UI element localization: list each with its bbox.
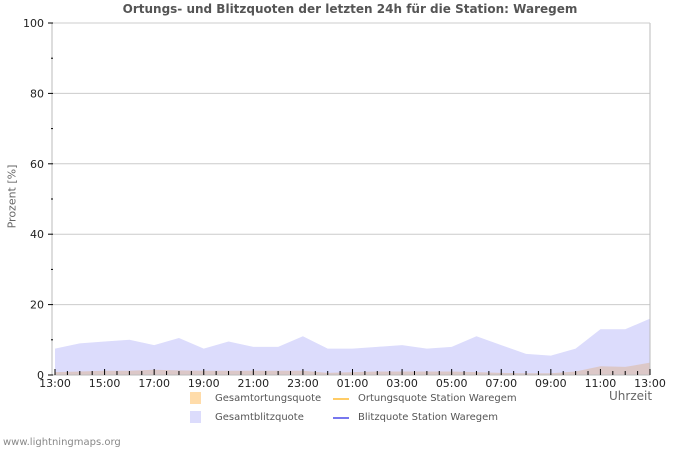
svg-text:19:00: 19:00 xyxy=(188,377,220,390)
svg-text:09:00: 09:00 xyxy=(535,377,567,390)
svg-text:03:00: 03:00 xyxy=(386,377,418,390)
legend-label: Gesamtortungsquote xyxy=(215,393,322,404)
svg-text:40: 40 xyxy=(30,228,44,241)
svg-text:60: 60 xyxy=(30,158,44,171)
y-axis-label: Prozent [%] xyxy=(5,164,19,229)
legend-swatch-icon xyxy=(190,411,201,423)
svg-text:15:00: 15:00 xyxy=(89,377,121,390)
legend-swatch-icon xyxy=(190,392,201,404)
svg-text:13:00: 13:00 xyxy=(39,377,71,390)
legend-label: Ortungsquote Station Waregem xyxy=(358,393,517,404)
x-axis-label: Uhrzeit xyxy=(609,389,653,403)
svg-text:0: 0 xyxy=(37,369,44,382)
legend-line-icon xyxy=(333,417,349,419)
svg-text:80: 80 xyxy=(30,87,44,100)
svg-text:17:00: 17:00 xyxy=(138,377,170,390)
gesamtblitzquote-area xyxy=(55,318,650,375)
svg-text:20: 20 xyxy=(30,299,44,312)
svg-text:21:00: 21:00 xyxy=(237,377,269,390)
svg-text:01:00: 01:00 xyxy=(337,377,369,390)
svg-text:05:00: 05:00 xyxy=(436,377,468,390)
svg-text:100: 100 xyxy=(23,17,44,30)
legend-line-icon xyxy=(333,398,349,400)
svg-text:23:00: 23:00 xyxy=(287,377,319,390)
legend-label: Blitzquote Station Waregem xyxy=(358,412,499,423)
legend-label: Gesamtblitzquote xyxy=(215,412,304,423)
footer-link[interactable]: www.lightningmaps.org xyxy=(3,437,121,448)
svg-text:13:00: 13:00 xyxy=(634,377,666,390)
svg-text:11:00: 11:00 xyxy=(585,377,617,390)
svg-text:07:00: 07:00 xyxy=(485,377,517,390)
chart-title: Ortungs- und Blitzquoten der letzten 24h… xyxy=(122,2,578,16)
